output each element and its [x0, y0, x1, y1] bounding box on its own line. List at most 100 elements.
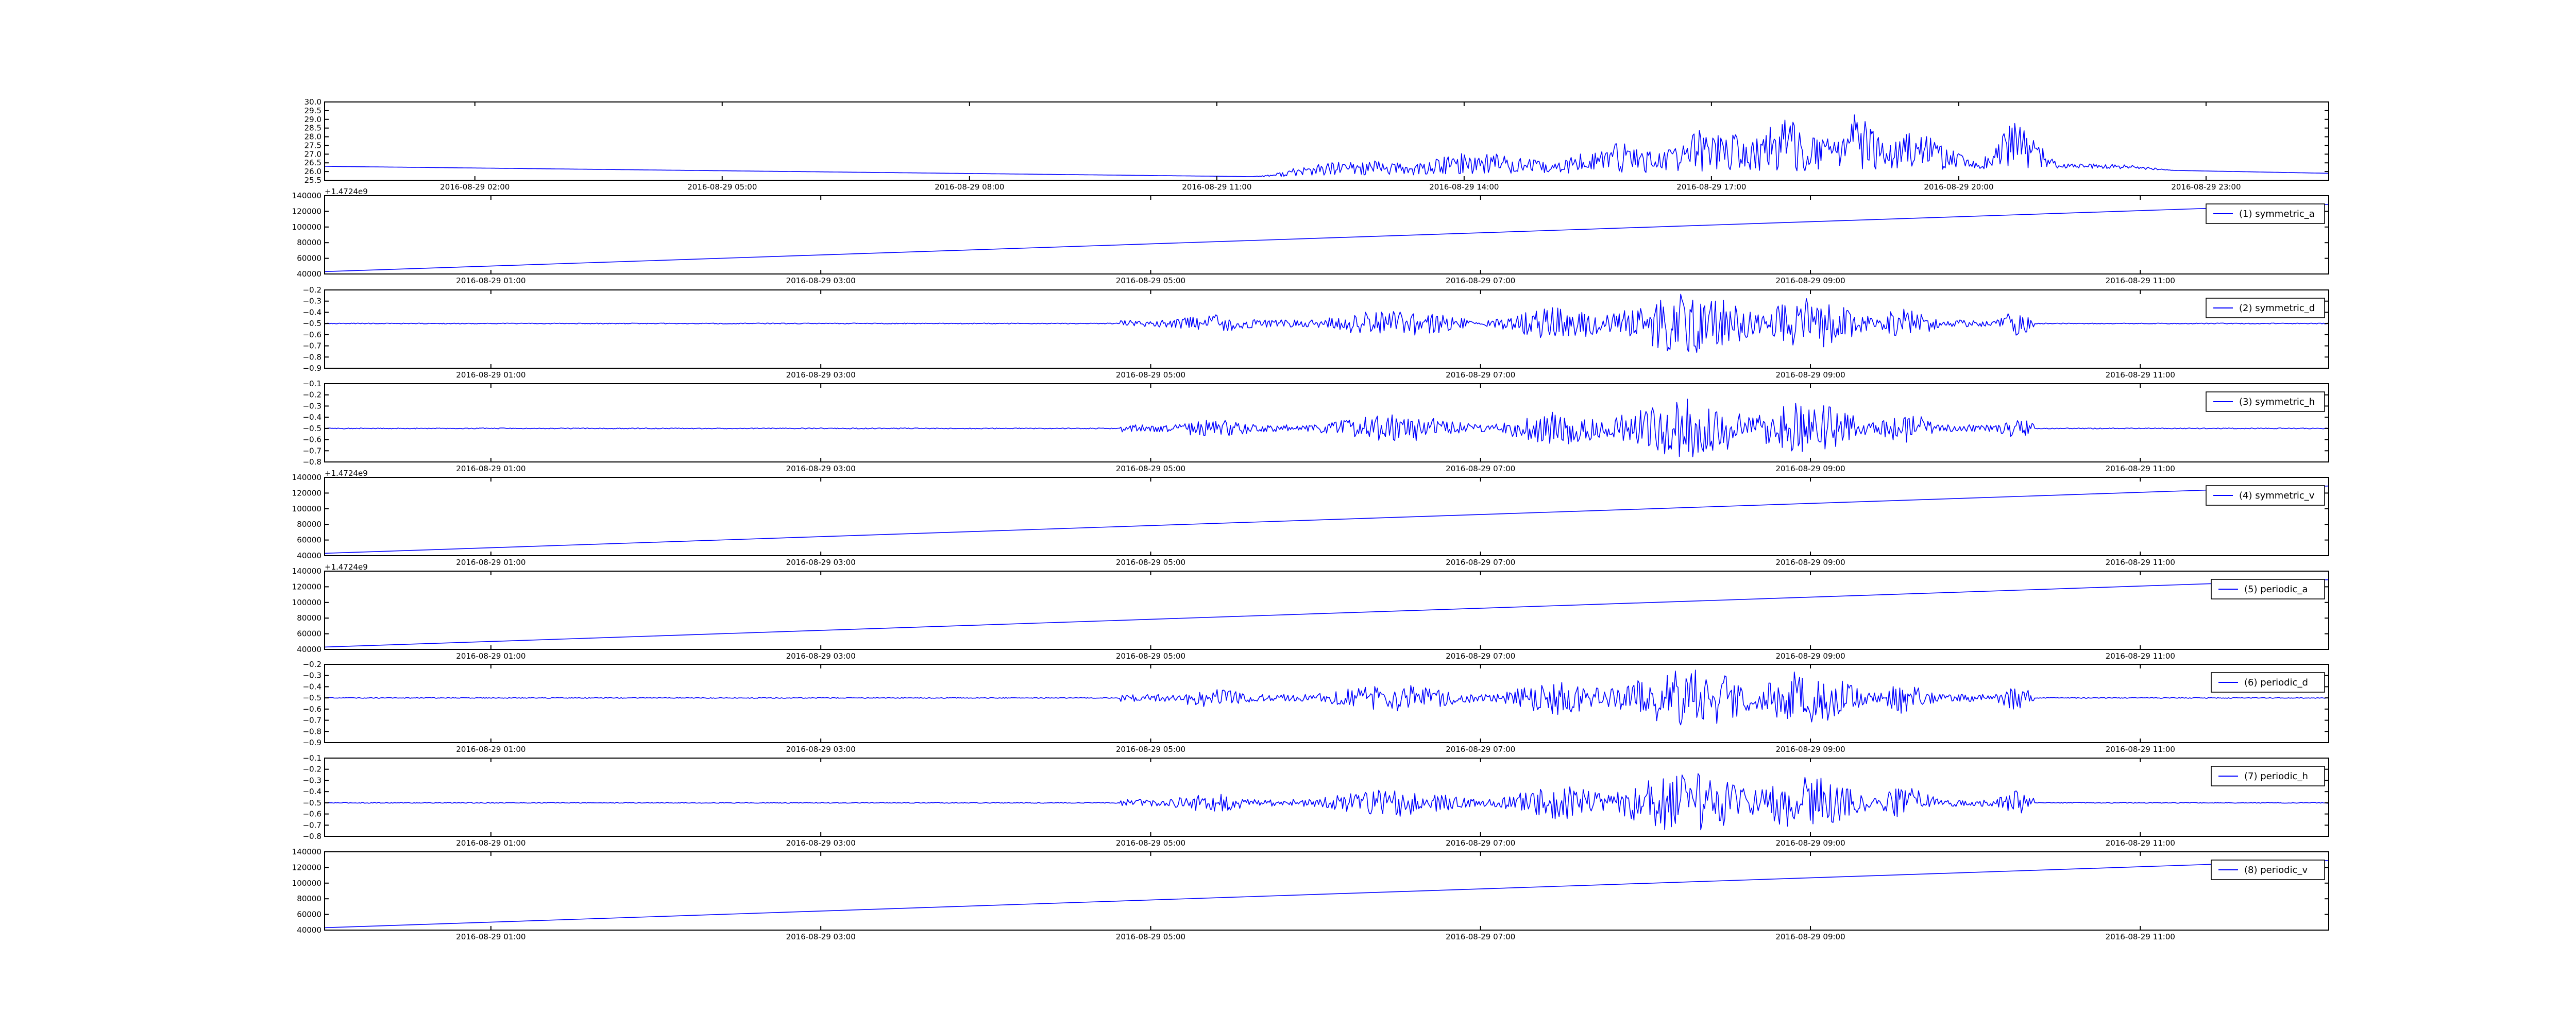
- xtick-label: 2016-08-29 01:00: [456, 276, 526, 285]
- xtick-label: 2016-08-29 01:00: [456, 651, 526, 661]
- ytick-label: −0.4: [303, 787, 321, 796]
- subplot-5: 140000 120000 100000 80000 60000 40000 2016-08…: [292, 562, 2329, 661]
- ytick-label: 60000: [297, 536, 321, 545]
- ytick-label: −0.6: [303, 330, 321, 339]
- xtick-label: 2016-08-29 23:00: [2171, 182, 2241, 192]
- legend-label: (4) symmetric_v: [2239, 490, 2315, 501]
- xtick-label: 2016-08-29 05:00: [1116, 370, 1185, 380]
- ytick-label: 60000: [297, 629, 321, 639]
- ytick-label: −0.1: [303, 379, 321, 388]
- xtick-label: 2016-08-29 03:00: [786, 932, 856, 941]
- xtick-label: 2016-08-29 03:00: [786, 464, 856, 473]
- axes-frame-7: [324, 758, 2329, 837]
- series-line-6: [324, 670, 2329, 726]
- xtick-label: 2016-08-29 17:00: [1676, 182, 1746, 192]
- subplot-stack: 30.029.529.028.528.027.527.026.526.025.5…: [292, 97, 2329, 941]
- ytick-label: 30.0: [304, 97, 321, 107]
- axis-offset-text: +1.4724e9: [325, 469, 368, 478]
- xtick-label: 2016-08-29 20:00: [1924, 182, 1993, 192]
- ytick-label: 100000: [292, 598, 321, 607]
- ytick-label: −0.7: [303, 446, 321, 455]
- ytick-label: 27.5: [304, 141, 321, 150]
- xtick-label: 2016-08-29 01:00: [456, 464, 526, 473]
- xtick-label: 2016-08-29 07:00: [1446, 745, 1515, 754]
- ytick-label: 140000: [292, 191, 321, 200]
- xtick-label: 2016-08-29 07:00: [1446, 651, 1515, 661]
- subplot-3: −0.1 −0.2−0.3 −0.4 −0.5 −0.6 −0.7 −0.8 2016-08-…: [303, 379, 2329, 473]
- ytick-label: −0.8: [303, 457, 321, 467]
- legend-label: (2) symmetric_d: [2239, 303, 2315, 314]
- ytick-label: 120000: [292, 582, 321, 591]
- ytick-label: −0.8: [303, 352, 321, 362]
- ytick-label: −0.2: [303, 390, 321, 400]
- xtick-label: 2016-08-29 05:00: [1116, 745, 1185, 754]
- ytick-label: −0.7: [303, 820, 321, 830]
- legend-label: (8) periodic_v: [2244, 865, 2308, 876]
- xtick-label: 2016-08-29 11:00: [2106, 745, 2175, 754]
- ytick-label: 80000: [297, 238, 321, 247]
- xtick-label: 2016-08-29 11:00: [2106, 932, 2175, 941]
- legend-label: (7) periodic_h: [2244, 771, 2308, 782]
- series-line-8: [324, 860, 2329, 929]
- xtick-label: 2016-08-29 03:00: [786, 558, 856, 567]
- ytick-label: −0.6: [303, 705, 321, 714]
- xtick-label: 2016-08-29 03:00: [786, 745, 856, 754]
- ytick-label: 28.0: [304, 132, 321, 142]
- ytick-label: −0.7: [303, 716, 321, 725]
- xtick-label: 2016-08-29 11:00: [2106, 838, 2175, 848]
- xtick-label: 2016-08-29 09:00: [1775, 558, 1845, 567]
- ytick-label: 29.5: [304, 106, 321, 115]
- ytick-label: 27.0: [304, 149, 321, 159]
- xtick-label: 2016-08-29 05:00: [1116, 276, 1185, 285]
- xtick-label: 2016-08-29 03:00: [786, 276, 856, 285]
- ytick-label: −0.2: [303, 285, 321, 295]
- ytick-label: −0.5: [303, 319, 321, 328]
- xtick-label: 2016-08-29 05:00: [1116, 558, 1185, 567]
- axis-offset-text: +1.4724e9: [325, 562, 368, 572]
- legend-label: (3) symmetric_h: [2239, 397, 2315, 407]
- ytick-label: 100000: [292, 222, 321, 232]
- ytick-label: 60000: [297, 910, 321, 919]
- ytick-label: −0.4: [303, 682, 321, 691]
- legend-8: (8) periodic_v: [2211, 860, 2325, 880]
- legend-label: (1) symmetric_a: [2239, 209, 2315, 219]
- xtick-label: 2016-08-29 07:00: [1446, 370, 1515, 380]
- subplot-8: 140000 120000 100000 80000 60000 40000 2016-08…: [292, 847, 2329, 941]
- xtick-label: 2016-08-29 09:00: [1775, 651, 1845, 661]
- xtick-label: 2016-08-29 05:00: [687, 182, 757, 192]
- ytick-label: 120000: [292, 207, 321, 216]
- xtick-label: 2016-08-29 02:00: [440, 182, 510, 192]
- ytick-label: 140000: [292, 847, 321, 856]
- ytick-label: −0.3: [303, 671, 321, 680]
- ytick-label: −0.8: [303, 832, 321, 841]
- xtick-label: 2016-08-29 09:00: [1775, 276, 1845, 285]
- axes-frame-1: [324, 195, 2329, 274]
- ytick-label: 40000: [297, 269, 321, 279]
- ytick-label: 40000: [297, 645, 321, 654]
- ytick-label: −0.2: [303, 660, 321, 669]
- ytick-label: −0.8: [303, 727, 321, 736]
- ytick-label: 29.0: [304, 115, 321, 124]
- ytick-label: 40000: [297, 551, 321, 560]
- axes-frame-3: [324, 383, 2329, 462]
- xtick-label: 2016-08-29 14:00: [1429, 182, 1499, 192]
- legend-label: (5) periodic_a: [2244, 584, 2308, 595]
- subplot-6: −0.2 −0.3 −0.4 −0.5 −0.6 −0.7 −0.8 −0.9 2016-08-…: [303, 660, 2329, 754]
- legend-label: (6) periodic_d: [2244, 677, 2308, 688]
- xtick-label: 2016-08-29 11:00: [2106, 651, 2175, 661]
- ytick-label: −0.1: [303, 753, 321, 763]
- xtick-label: 2016-08-29 07:00: [1446, 932, 1515, 941]
- ytick-label: 140000: [292, 473, 321, 482]
- ytick-label: 120000: [292, 863, 321, 872]
- axes-frame-0: [324, 101, 2329, 181]
- xtick-label: 2016-08-29 05:00: [1116, 651, 1185, 661]
- xtick-label: 2016-08-29 09:00: [1775, 745, 1845, 754]
- xtick-label: 2016-08-29 07:00: [1446, 558, 1515, 567]
- axes-frame-5: [324, 571, 2329, 650]
- ytick-label: −0.6: [303, 810, 321, 819]
- xtick-label: 2016-08-29 09:00: [1775, 464, 1845, 473]
- xtick-label: 2016-08-29 11:00: [1182, 182, 1251, 192]
- ytick-label: 100000: [292, 504, 321, 513]
- legend-7: (7) periodic_h: [2211, 766, 2325, 786]
- ytick-label: 140000: [292, 566, 321, 576]
